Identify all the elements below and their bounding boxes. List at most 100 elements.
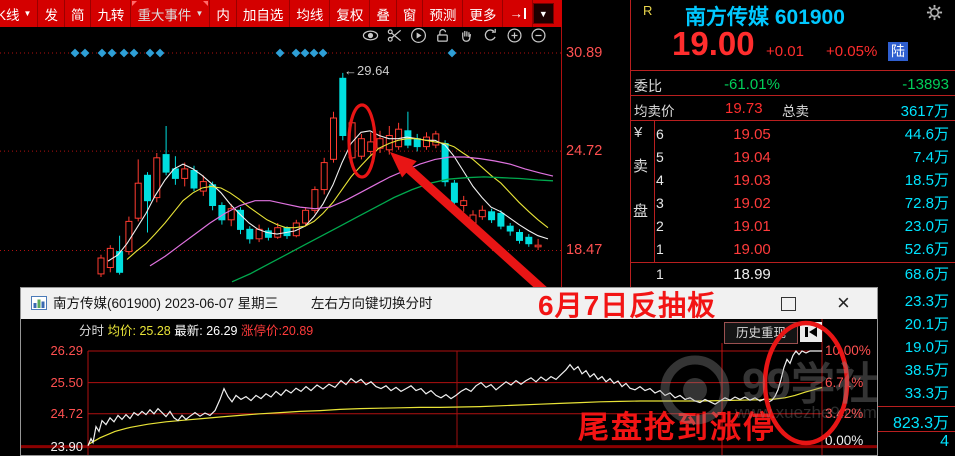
kline-axis-label: 18.47 — [566, 242, 603, 258]
corner-value: 4 — [940, 433, 949, 450]
order-price: 19.02 — [733, 195, 771, 212]
chart-icon-toolbar — [362, 27, 547, 47]
order-book-row[interactable]: 3 19.02 72.8万 — [630, 192, 955, 215]
last-price-intraday: 26.29 — [206, 324, 238, 338]
toolbar-item-叠[interactable]: 叠 — [370, 0, 397, 27]
scissors-icon[interactable] — [386, 27, 403, 44]
limit-price: 20.89 — [281, 324, 314, 338]
avg-sell-label: 均卖价 — [634, 104, 675, 119]
order-book-row[interactable]: 1 18.99 68.6万 — [630, 263, 955, 286]
toolbar-item-重大事件[interactable]: 重大事件 ▼ — [131, 0, 211, 27]
order-price: 19.05 — [733, 126, 771, 143]
toolbar-item-简[interactable]: 简 — [65, 0, 92, 27]
order-price: 19.03 — [733, 172, 771, 189]
order-volume: 52.6万 — [904, 241, 949, 258]
order-book-row[interactable]: 1 19.00 52.6万 — [630, 238, 955, 261]
maximize-button[interactable] — [781, 297, 796, 311]
registered-marker: R — [643, 3, 653, 18]
play-icon[interactable] — [410, 27, 427, 44]
annotation-circle-intraday — [762, 320, 850, 446]
order-volume: 68.6万 — [904, 266, 949, 283]
toolbar-item-内[interactable]: 内 — [210, 0, 237, 27]
close-icon[interactable]: × — [837, 290, 850, 315]
toolbar-item-均线[interactable]: 均线 — [290, 0, 331, 27]
popup-hint: 左右方向键切换分时 — [311, 296, 433, 311]
order-level: 3 — [656, 195, 664, 211]
stock-title: 南方传媒 601900 — [685, 1, 845, 31]
order-volume: 23.0万 — [904, 218, 949, 235]
order-book-row[interactable]: 5 19.04 7.4万 — [630, 146, 955, 169]
svg-text:←29.64: ←29.64 — [344, 63, 390, 78]
order-book-row[interactable]: 4 19.03 18.5万 — [630, 169, 955, 192]
order-price: 19.01 — [733, 218, 771, 235]
toolbar: K线 ▼ 发简九转 重大事件 ▼ 内加自选 均线 复权叠窗预测 更多 → ▼ — [0, 0, 562, 27]
order-level: 1 — [656, 266, 664, 282]
minute-axis-label: 23.90 — [50, 439, 83, 454]
zoom-out-icon[interactable] — [530, 27, 547, 44]
buy-queue-volume: 33.3万 — [904, 385, 949, 402]
sell-column-char: 卖 — [633, 158, 649, 175]
order-volume: 18.5万 — [904, 172, 949, 189]
avg-sell-value: 19.73 — [725, 100, 763, 117]
order-book-row[interactable]: 6 19.05 44.6万 — [630, 123, 955, 146]
order-level: 1 — [656, 241, 664, 257]
order-book-row[interactable]: 2 19.01 23.0万 — [630, 215, 955, 238]
kline-chart[interactable]: ←29.64 — [0, 0, 563, 292]
sell-column-char: ¥ — [634, 124, 643, 141]
sell-column-char: 盘 — [633, 203, 649, 220]
weicha-value: -13893 — [902, 76, 949, 93]
zoom-in-icon[interactable] — [506, 27, 523, 44]
quote-panel: R 南方传媒 601900 19.00 +0.01 +0.05% 陆 委比 -6… — [630, 0, 955, 456]
minute-chart[interactable] — [21, 319, 877, 455]
buy-queue-volume: 19.0万 — [904, 339, 949, 356]
buy-queue-volume: 38.5万 — [904, 362, 949, 379]
avg-price: 25.28 — [139, 324, 171, 338]
total-sell-label: 总卖 — [782, 104, 809, 119]
minute-pct-label: 0.00% — [825, 433, 864, 448]
gear-icon[interactable] — [926, 4, 943, 21]
intraday-popup-window: 南方传媒(601900) 2023-06-07 星期三 左右方向键切换分时 × … — [20, 287, 878, 456]
toolbar-item-更多[interactable]: 更多 — [463, 0, 504, 27]
stock-code: 601900 — [774, 6, 845, 29]
weibi-value: -61.01% — [724, 76, 780, 93]
landscape-badge[interactable]: 陆 — [888, 42, 908, 61]
stock-name: 南方传媒 — [685, 6, 769, 29]
toolbar-item-K线[interactable]: K线 ▼ — [0, 0, 39, 27]
price-change-pct: +0.05% — [826, 43, 878, 60]
minute-axis-label: 24.72 — [50, 406, 83, 421]
buy-queue-volume: 20.1万 — [904, 316, 949, 333]
popup-title: 南方传媒(601900) 2023-06-07 星期三 — [53, 296, 279, 311]
toolbar-item-▼[interactable]: ▼ — [532, 3, 554, 24]
minute-axis-label: 26.29 — [50, 343, 83, 358]
order-level: 2 — [656, 218, 664, 234]
total-buy-value: 823.3万 — [892, 415, 949, 432]
toolbar-item-预测[interactable]: 预测 — [423, 0, 464, 27]
kline-axis-label: 24.72 — [566, 143, 603, 159]
order-level: 4 — [656, 172, 664, 188]
mode-label[interactable]: 分时 — [79, 324, 105, 338]
weibi-label: 委比 — [634, 78, 662, 94]
intraday-chart-area: 分时 均价: 25.28 最新: 26.29 涨停价:20.89 26.29 25… — [21, 319, 877, 455]
toolbar-item-九转[interactable]: 九转 — [91, 0, 132, 27]
popup-titlebar[interactable]: 南方传媒(601900) 2023-06-07 星期三 左右方向键切换分时 × — [21, 288, 877, 319]
toolbar-item-加自选[interactable]: 加自选 — [237, 0, 291, 27]
toolbar-item-发[interactable]: 发 — [38, 0, 65, 27]
eye-icon[interactable] — [362, 27, 379, 44]
toolbar-item-复权[interactable]: 复权 — [330, 0, 371, 27]
total-sell-value: 3617万 — [900, 103, 949, 120]
hand-icon[interactable] — [458, 27, 475, 44]
window-chart-icon — [31, 296, 47, 310]
order-price: 18.99 — [733, 266, 771, 283]
annotation-note-bottom: 尾盘抢到涨停 — [578, 410, 776, 445]
order-price: 19.04 — [733, 149, 771, 166]
order-level: 6 — [656, 126, 664, 142]
minute-axis-label: 25.50 — [50, 375, 83, 390]
minute-pct-label: 6.71% — [825, 375, 864, 390]
order-volume: 7.4万 — [913, 149, 949, 166]
order-volume: 44.6万 — [904, 126, 949, 143]
undo-icon[interactable] — [482, 27, 499, 44]
unlock-icon[interactable] — [434, 27, 451, 44]
toolbar-item-窗[interactable]: 窗 — [397, 0, 424, 27]
kline-axis-label: 30.89 — [566, 45, 603, 61]
collapse-panel-icon[interactable]: → — [503, 0, 533, 27]
